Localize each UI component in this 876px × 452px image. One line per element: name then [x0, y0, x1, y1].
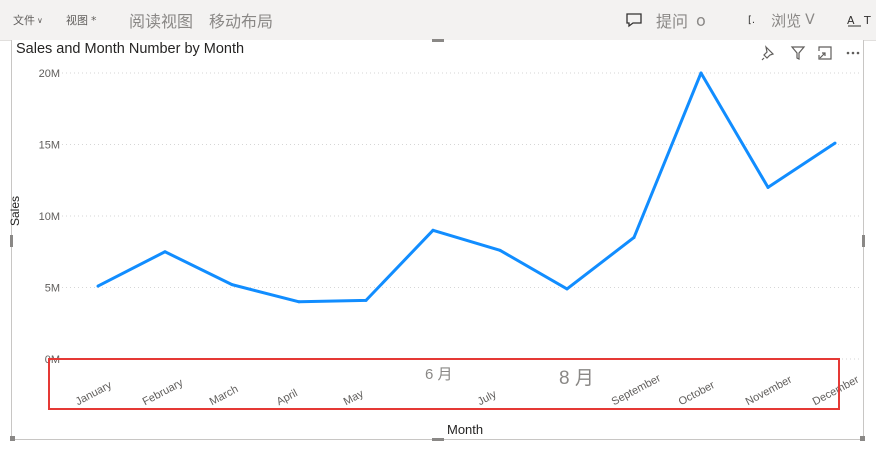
- view-menu-label: 视图: [66, 14, 88, 27]
- reading-view-button[interactable]: 阅读视图: [129, 0, 193, 40]
- toolbar: 文件 ∨ 视图 * 阅读视图 移动布局 提问 o [. 浏览 V A T: [0, 0, 876, 41]
- browse-button[interactable]: [. 浏览 V: [748, 0, 815, 40]
- bookmark-icon: [.: [748, 14, 756, 26]
- more-options-icon[interactable]: [844, 44, 862, 62]
- data-point[interactable]: [833, 141, 837, 145]
- x-axis-title: Month: [447, 422, 484, 437]
- data-point[interactable]: [431, 228, 435, 232]
- ask-question-button[interactable]: 提问 o: [625, 0, 706, 40]
- resize-handle-left[interactable]: [10, 235, 13, 247]
- x-tick-label: 6 月: [425, 366, 453, 383]
- resize-handle-right[interactable]: [862, 235, 865, 247]
- x-axis-highlight-box: [48, 358, 840, 410]
- data-point[interactable]: [699, 71, 703, 75]
- data-point[interactable]: [297, 300, 301, 304]
- data-point[interactable]: [163, 250, 167, 254]
- chevron-down-icon: ∨: [37, 15, 43, 25]
- view-menu-star: *: [91, 13, 97, 27]
- ask-question-count: o: [696, 10, 706, 30]
- data-point[interactable]: [364, 298, 368, 302]
- svg-text:A: A: [847, 14, 855, 27]
- resize-handle-bottom[interactable]: [432, 438, 444, 441]
- reading-view-label: 阅读视图: [129, 12, 194, 31]
- text-box-label: T: [864, 13, 871, 27]
- pin-icon[interactable]: [760, 44, 778, 62]
- y-tick-label: 5M: [45, 283, 60, 295]
- y-tick-label: 15M: [39, 140, 60, 152]
- browse-label: 浏览: [771, 11, 802, 30]
- series-line-sales[interactable]: [97, 71, 836, 304]
- text-box-button[interactable]: A T: [846, 0, 871, 40]
- resize-handle-top[interactable]: [432, 39, 444, 42]
- ask-question-label: 提问: [656, 12, 689, 31]
- data-point[interactable]: [230, 283, 234, 287]
- x-tick-label: 8 月: [559, 368, 594, 389]
- visual-title: Sales and Month Number by Month: [16, 41, 245, 57]
- resize-handle-bottom-right[interactable]: [860, 436, 865, 441]
- data-point[interactable]: [498, 248, 502, 252]
- file-menu[interactable]: 文件 ∨: [13, 0, 43, 40]
- file-menu-label: 文件: [13, 14, 35, 27]
- data-point[interactable]: [766, 185, 770, 189]
- mobile-layout-label: 移动布局: [209, 12, 274, 31]
- data-point[interactable]: [565, 287, 569, 291]
- chat-bubble-icon: [626, 13, 642, 28]
- y-tick-label: 20M: [39, 68, 60, 80]
- y-tick-label: 10M: [39, 211, 60, 223]
- view-menu[interactable]: 视图 *: [66, 0, 97, 40]
- filter-icon[interactable]: [789, 44, 807, 62]
- mobile-layout-button[interactable]: 移动布局: [209, 0, 273, 40]
- text-box-icon: A: [847, 14, 861, 27]
- data-point[interactable]: [96, 284, 100, 288]
- data-point[interactable]: [632, 235, 636, 239]
- resize-handle-bottom-left[interactable]: [10, 436, 15, 441]
- browse-chevron-icon: V: [805, 12, 815, 28]
- focus-mode-icon[interactable]: [816, 44, 834, 62]
